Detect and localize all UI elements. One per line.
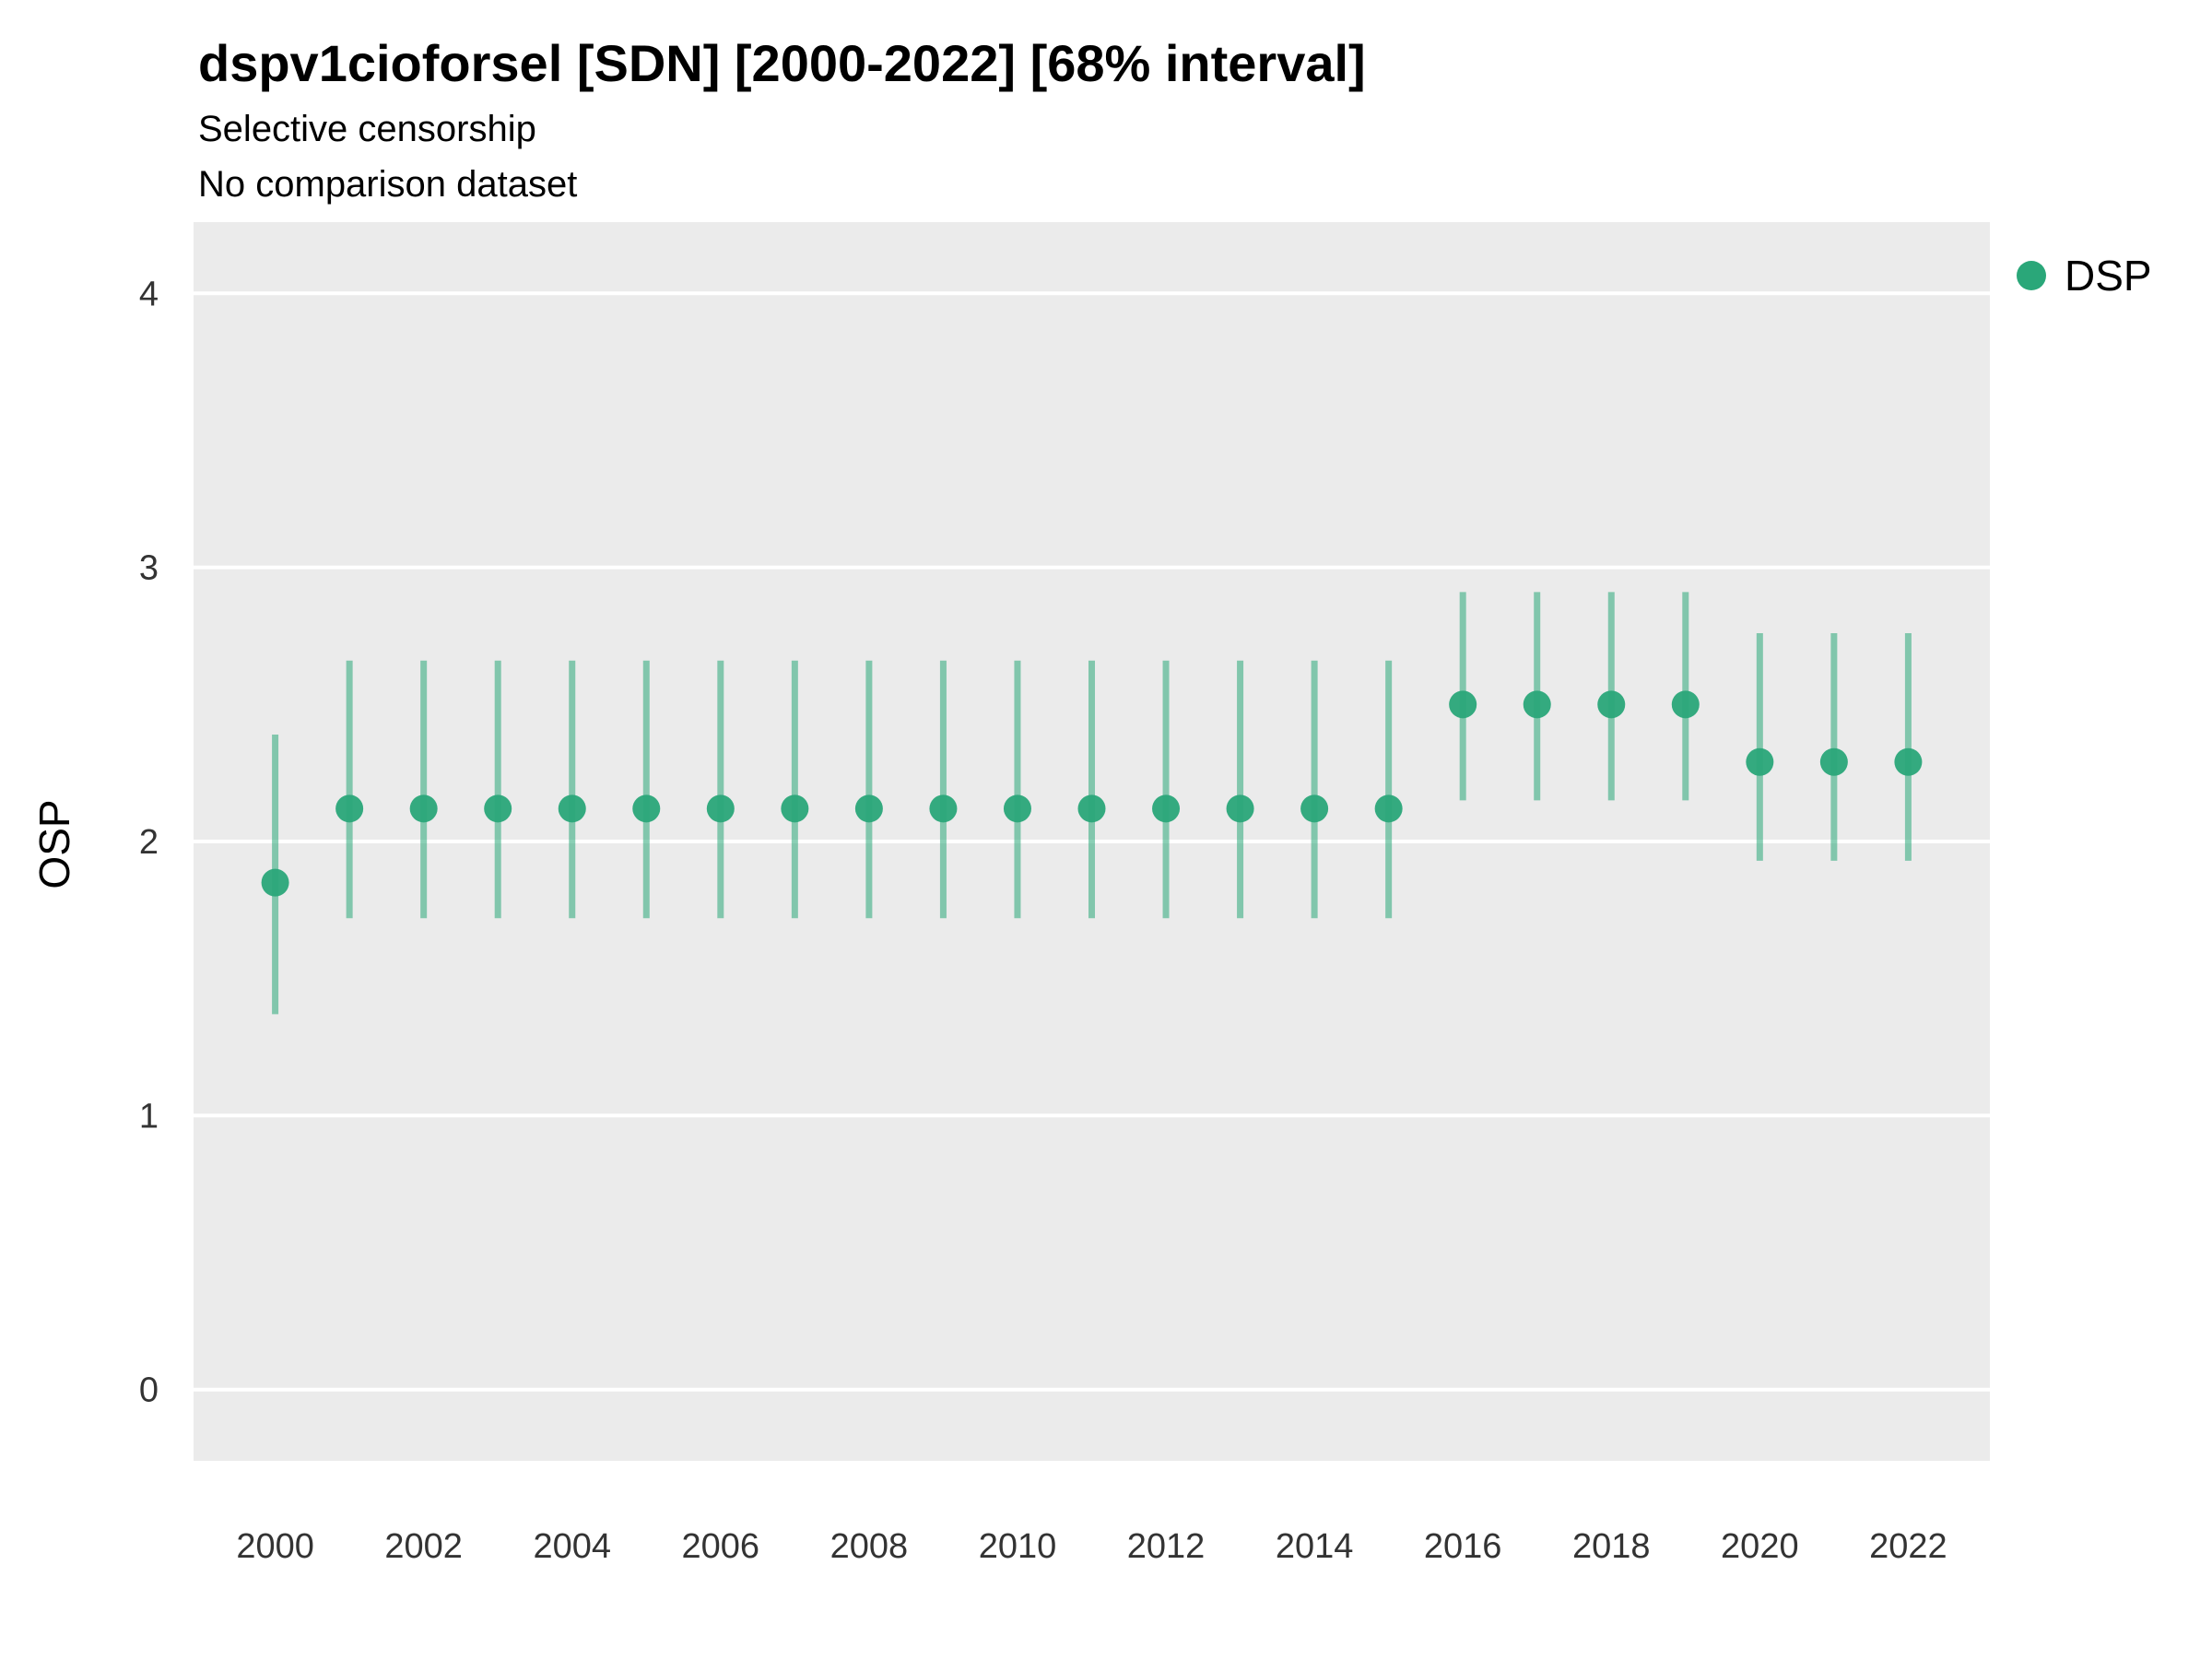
data-point — [1300, 794, 1329, 823]
data-point — [781, 794, 809, 823]
data-point — [706, 794, 735, 823]
x-tick-label: 2020 — [1721, 1527, 1799, 1566]
y-axis-label: OSP — [30, 799, 78, 889]
data-point — [558, 794, 586, 823]
data-point — [1374, 794, 1403, 823]
x-tick-label: 2000 — [236, 1527, 314, 1566]
data-point — [1449, 690, 1477, 719]
legend-dot-icon — [2017, 261, 2046, 290]
data-point — [1226, 794, 1254, 823]
x-tick-label: 2012 — [1127, 1527, 1206, 1566]
data-point — [1746, 747, 1774, 776]
x-tick-label: 2006 — [682, 1527, 760, 1566]
data-point — [632, 794, 661, 823]
legend-label: DSP — [2065, 252, 2152, 300]
y-tick-label: 1 — [139, 1097, 159, 1135]
data-point — [1077, 794, 1106, 823]
chart-subtitle-2: No comparison dataset — [198, 164, 578, 205]
legend: DSP — [2017, 251, 2152, 300]
data-point — [854, 794, 883, 823]
data-point — [261, 868, 289, 897]
data-point — [335, 794, 364, 823]
y-tick-label: 4 — [139, 275, 159, 313]
data-point — [1152, 794, 1181, 823]
chart-title: dspv1cioforsel [SDN] [2000-2022] [68% in… — [198, 34, 1366, 92]
x-tick-label: 2018 — [1572, 1527, 1651, 1566]
data-point — [929, 794, 958, 823]
x-tick-label: 2014 — [1276, 1527, 1354, 1566]
y-tick-label: 3 — [139, 549, 159, 588]
y-tick-label: 2 — [139, 823, 159, 862]
data-point — [1671, 690, 1700, 719]
x-tick-label: 2002 — [384, 1527, 463, 1566]
data-point — [1597, 690, 1626, 719]
data-point — [484, 794, 512, 823]
chart-subtitle-1: Selective censorship — [198, 109, 536, 149]
x-tick-label: 2004 — [533, 1527, 611, 1566]
data-point — [1523, 690, 1551, 719]
data-point — [1819, 747, 1848, 776]
x-tick-label: 2010 — [979, 1527, 1057, 1566]
y-tick-label: 0 — [139, 1371, 159, 1410]
x-tick-label: 2022 — [1869, 1527, 1947, 1566]
data-point — [409, 794, 438, 823]
x-tick-label: 2016 — [1424, 1527, 1502, 1566]
x-tick-label: 2008 — [830, 1527, 909, 1566]
data-point — [1894, 747, 1923, 776]
data-point — [1003, 794, 1031, 823]
